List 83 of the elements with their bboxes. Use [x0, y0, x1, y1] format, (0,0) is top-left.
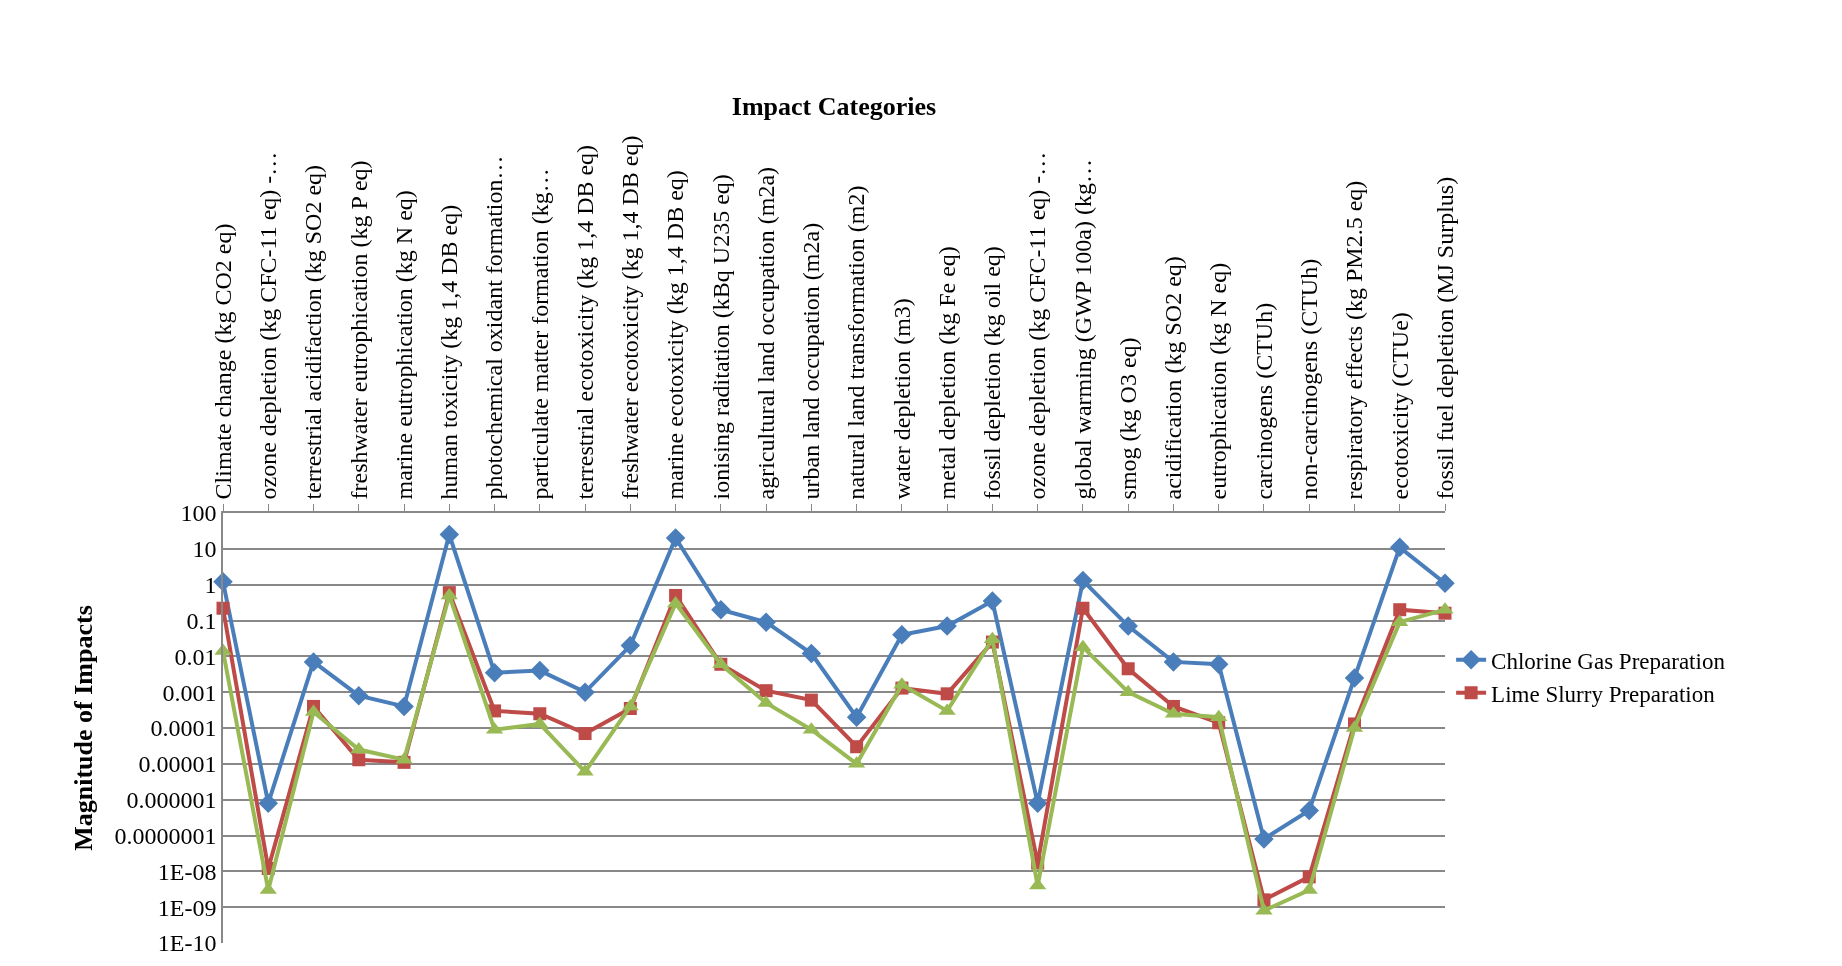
- point: [439, 524, 460, 545]
- point: [665, 528, 686, 548]
- point: [621, 698, 639, 711]
- point: [801, 643, 822, 664]
- point: [850, 740, 864, 754]
- x-tick-label: marine ecotoxicity (kg 1,4 DB eq): [662, 170, 689, 500]
- x-tick-label: natural land transformation (m2): [843, 185, 870, 500]
- legend-label: Chlorine Gas Preparation: [1491, 648, 1726, 674]
- y-tick-label: 1E-10: [157, 930, 217, 957]
- x-tick-label: carcinogens (CTUh): [1250, 302, 1277, 500]
- point: [756, 612, 776, 632]
- point: [1299, 800, 1319, 821]
- point: [352, 753, 366, 767]
- point: [258, 793, 279, 813]
- x-tick-label: ozone depletion (kg CFC-11 eq) -…: [255, 151, 282, 500]
- point: [533, 707, 547, 721]
- point: [349, 685, 369, 706]
- point: [892, 625, 912, 645]
- x-tick-label: smog (kg O3 eq): [1114, 337, 1141, 500]
- y-tick-label: 0.0000001: [114, 822, 217, 849]
- x-tick-label: agricultural land occupation (m2a): [752, 166, 779, 500]
- point: [620, 635, 641, 656]
- point: [578, 727, 592, 741]
- point: [1208, 654, 1229, 675]
- point: [303, 652, 324, 672]
- point: [1389, 537, 1410, 558]
- y-tick-label: 0.1: [186, 607, 217, 634]
- point: [1254, 829, 1274, 849]
- point: [940, 687, 954, 701]
- y-tick-label: 0.01: [174, 643, 217, 670]
- point: [530, 660, 550, 681]
- x-tick-label: terrestrial ecotoxicity (kg 1,4 DB eq): [571, 144, 598, 500]
- y-tick-label: 10: [192, 536, 217, 563]
- x-tick-label: human toxicity (kg 1,4 DB eq): [436, 204, 463, 500]
- point: [759, 684, 773, 698]
- point: [804, 693, 818, 707]
- x-tick-label: eutrophication (kg N eq): [1205, 262, 1232, 500]
- x-tick-label: ecotoxicity (CTUe): [1386, 312, 1413, 500]
- x-tick-label: water depletion (m3): [888, 298, 915, 500]
- x-tick-label: respiratory effects (kg PM2.5 eq): [1341, 180, 1368, 500]
- legend-label: Lime Slurry Preparation: [1491, 681, 1716, 707]
- point: [1393, 603, 1407, 617]
- point: [575, 682, 595, 702]
- point: [1076, 601, 1090, 615]
- x-tick-label: particulate matter formation (kg…: [526, 168, 553, 500]
- y-tick-label: 0.00001: [138, 751, 217, 778]
- x-tick-label: fossil fuel depletion (MJ Surplus): [1431, 176, 1458, 500]
- y-tick-label: 1: [204, 572, 217, 599]
- point: [711, 599, 731, 620]
- y-tick-label: 1E-08: [157, 858, 217, 885]
- point: [1118, 616, 1138, 636]
- point: [394, 696, 414, 717]
- point: [1027, 793, 1048, 813]
- x-tick-label: terrestrial acidifaction (kg SO2 eq): [300, 164, 327, 500]
- y-tick-label: 0.001: [162, 679, 217, 706]
- x-tick-label: non-carcinogens (CTUh): [1296, 258, 1323, 500]
- x-tick-label: freshwater ecotoxicity (kg 1,4 DB eq): [617, 135, 644, 500]
- y-tick-label: 100: [180, 500, 217, 527]
- x-tick-label: metal depletion (kg Fe eq): [933, 246, 960, 500]
- x-tick-label: fossil depletion (kg oil eq): [979, 246, 1006, 500]
- point: [937, 616, 957, 636]
- x-tick-label: urban land occupation (m2a): [798, 222, 825, 500]
- y-tick-label: 0.000001: [126, 787, 217, 814]
- x-tick-label: freshwater eutrophication (kg P eq): [345, 160, 372, 500]
- x-tick-label: Climate change (kg CO2 eq): [209, 223, 236, 500]
- x-tick-label: photochemical oxidant formation…: [481, 155, 508, 500]
- y-tick-label: 0.0001: [150, 715, 217, 742]
- x-tick-label: global warming (GWP 100a) (kg…: [1069, 159, 1096, 500]
- point: [484, 662, 505, 683]
- x-tick-label: ozone depletion (kg CFC-11 eq) -…: [1024, 151, 1051, 500]
- point: [846, 707, 867, 727]
- x-tick-label: marine eutrophication (kg N eq): [390, 190, 417, 500]
- x-tick-label: acidification (kg SO2 eq): [1160, 256, 1187, 500]
- y-tick-label: 1E-09: [157, 894, 217, 921]
- point: [1121, 662, 1135, 676]
- point: [982, 591, 1003, 611]
- point: [1435, 573, 1455, 593]
- x-axis-title: Impact Categories: [731, 92, 937, 122]
- x-tick-label: ionising raditation (kBq U235 eq): [707, 174, 734, 500]
- point: [1344, 668, 1365, 688]
- point: [1163, 652, 1184, 672]
- point: [1073, 570, 1093, 591]
- y-axis-title: Magnitude of Impacts: [69, 605, 99, 851]
